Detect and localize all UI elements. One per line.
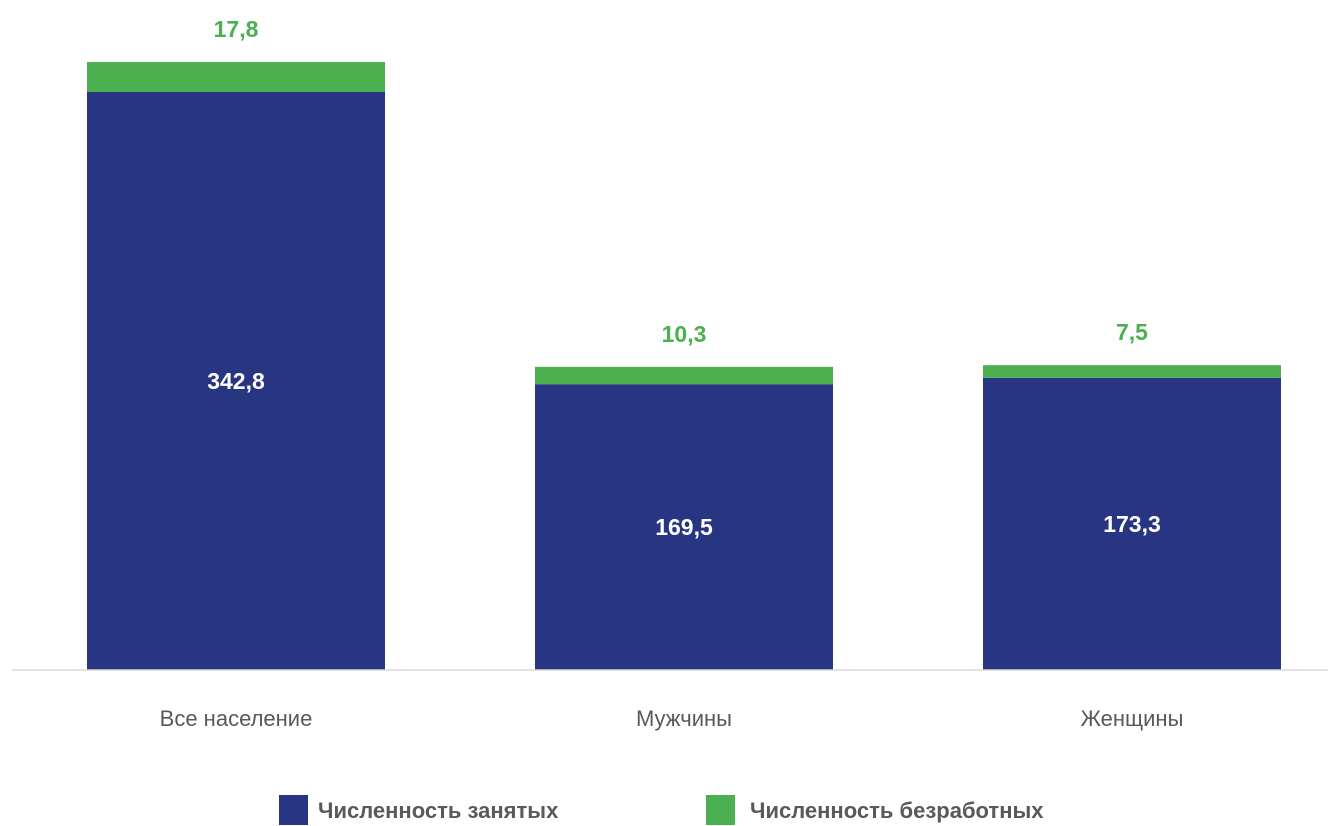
category-label: Все население <box>160 706 313 731</box>
data-label-unemployed: 7,5 <box>1116 319 1148 345</box>
data-label-unemployed: 10,3 <box>662 321 707 347</box>
data-label-employed: 169,5 <box>655 514 713 540</box>
category-label: Женщины <box>1081 706 1184 731</box>
bar-employed <box>983 377 1281 670</box>
bar-unemployed <box>983 365 1281 378</box>
labels-layer: 342,8 17,8 Все население 169,5 10,3 Мужчины 17… <box>160 16 1184 731</box>
bar-unemployed <box>535 366 833 385</box>
bar-employed <box>535 384 833 670</box>
legend-label: Численность занятых <box>318 798 559 823</box>
bar-employed <box>87 92 385 670</box>
data-label-employed: 342,8 <box>207 368 265 394</box>
legend-label: Численность безработных <box>750 798 1044 823</box>
data-label-employed: 173,3 <box>1103 511 1161 537</box>
bar-unemployed <box>87 62 385 93</box>
legend: Численность занятых Численность безработн… <box>279 795 1044 825</box>
category-label: Мужчины <box>636 706 732 731</box>
legend-swatch <box>279 795 308 825</box>
bars-layer <box>87 62 1281 670</box>
data-label-unemployed: 17,8 <box>214 16 259 42</box>
legend-swatch <box>706 795 735 825</box>
